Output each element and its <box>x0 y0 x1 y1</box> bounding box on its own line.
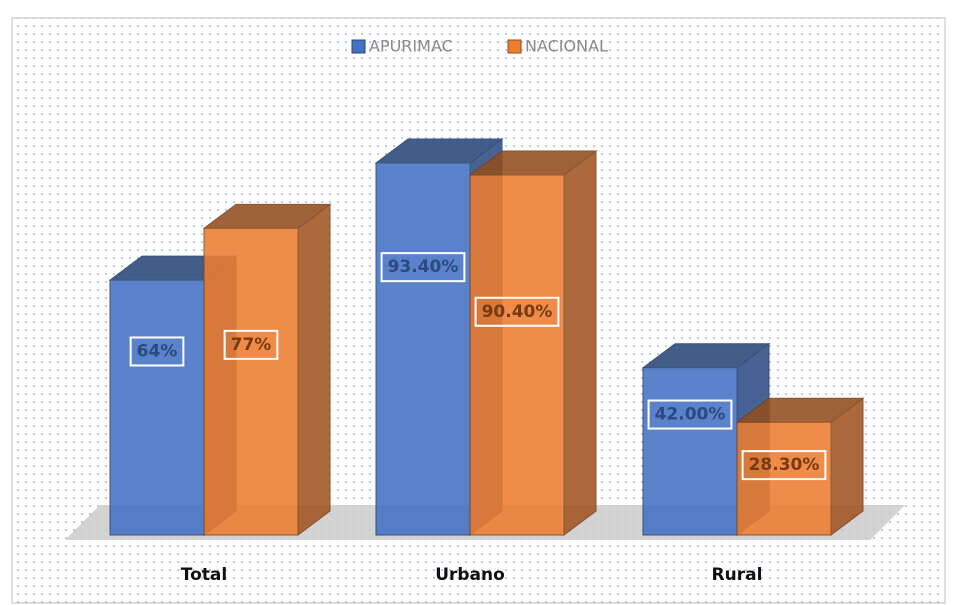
value-label: 77% <box>231 335 272 355</box>
value-label-box <box>647 399 733 430</box>
value-label-box <box>129 336 185 367</box>
legend-label: APURIMAC <box>369 37 453 56</box>
value-label-box <box>223 329 279 360</box>
legend-swatch <box>351 39 366 54</box>
legend-label: NACIONAL <box>525 37 608 56</box>
bar-side <box>563 149 597 536</box>
value-label-box <box>741 450 827 481</box>
value-label-box <box>474 296 560 327</box>
bar-front <box>375 162 471 536</box>
value-label: 28.30% <box>749 455 820 475</box>
value-label: 90.40% <box>482 302 553 322</box>
x-tick-label: Total <box>181 565 227 585</box>
x-tick-label: Rural <box>712 565 763 585</box>
bar <box>468 149 598 536</box>
bar-side <box>297 203 331 536</box>
value-label: 64% <box>137 341 178 361</box>
bar-front <box>203 227 299 536</box>
bar-front <box>642 367 738 536</box>
bar-front <box>469 174 565 536</box>
legend-swatch <box>507 39 522 54</box>
value-label: 93.40% <box>388 257 459 277</box>
bar <box>202 203 332 536</box>
value-label-box <box>380 252 466 283</box>
bar-front <box>109 279 205 536</box>
value-label: 42.00% <box>655 405 726 425</box>
x-tick-label: Urbano <box>435 565 505 585</box>
